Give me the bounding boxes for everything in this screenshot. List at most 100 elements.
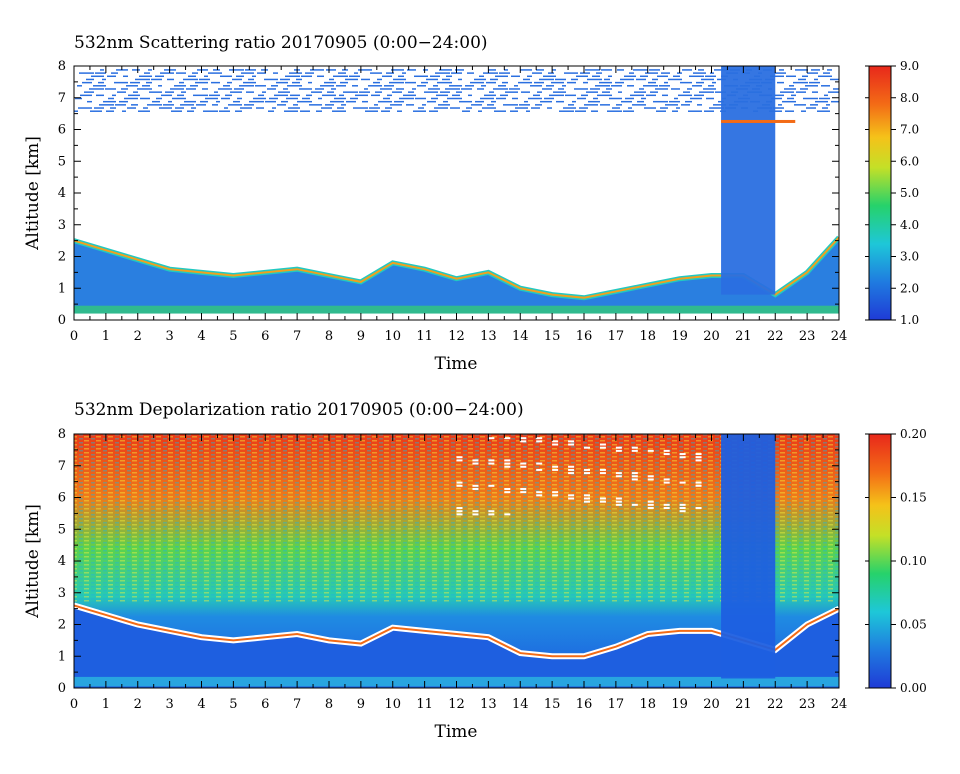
upper-echo bbox=[503, 104, 518, 106]
upper-echo bbox=[144, 72, 150, 74]
upper-echo bbox=[417, 85, 426, 87]
upper-echo bbox=[387, 94, 392, 97]
upper-echo bbox=[685, 100, 692, 103]
upper-echo bbox=[350, 97, 358, 100]
plot-area bbox=[74, 66, 839, 320]
upper-echo bbox=[257, 72, 266, 74]
upper-echo bbox=[281, 100, 288, 103]
upper-echo bbox=[756, 85, 762, 87]
upper-echo bbox=[629, 72, 634, 74]
upper-echo bbox=[232, 78, 242, 81]
upper-echo bbox=[534, 81, 544, 84]
x-tick-label: 11 bbox=[416, 329, 433, 344]
upper-echo bbox=[528, 97, 542, 100]
upper-echo bbox=[758, 72, 762, 74]
noise-patch bbox=[536, 462, 543, 465]
upper-echo bbox=[449, 85, 462, 87]
upper-echo bbox=[214, 91, 218, 93]
upper-echo bbox=[310, 69, 324, 71]
noise-patch bbox=[456, 456, 463, 459]
noise-patch bbox=[663, 478, 670, 481]
upper-echo bbox=[818, 75, 832, 78]
upper-echo bbox=[474, 78, 486, 81]
surface-layer bbox=[74, 305, 839, 314]
noise-patch bbox=[472, 510, 479, 513]
x-tick-label: 1 bbox=[102, 329, 110, 344]
x-tick-label: 9 bbox=[357, 329, 365, 344]
upper-echo bbox=[110, 107, 116, 109]
upper-echo bbox=[609, 97, 622, 100]
upper-echo bbox=[514, 85, 518, 87]
upper-echo bbox=[645, 72, 658, 74]
upper-echo bbox=[195, 81, 208, 84]
upper-echo bbox=[438, 104, 450, 106]
upper-echo bbox=[91, 75, 104, 78]
upper-echo bbox=[535, 104, 542, 106]
upper-echo bbox=[703, 88, 716, 90]
x-tick-label: 19 bbox=[671, 697, 688, 712]
upper-echo bbox=[620, 78, 634, 81]
upper-echo bbox=[786, 75, 796, 78]
upper-echo bbox=[676, 107, 680, 109]
upper-echo bbox=[122, 110, 126, 112]
aerosol-layer bbox=[74, 237, 839, 314]
upper-echo bbox=[132, 69, 140, 71]
upper-echo bbox=[321, 107, 332, 109]
upper-echo bbox=[467, 72, 474, 74]
upper-echo bbox=[267, 88, 276, 90]
noise-patch bbox=[568, 443, 575, 446]
upper-echo bbox=[794, 104, 806, 106]
upper-echo bbox=[606, 88, 612, 90]
upper-echo bbox=[595, 85, 610, 87]
upper-echo bbox=[784, 88, 796, 90]
upper-echo bbox=[624, 75, 636, 78]
upper-echo bbox=[806, 107, 816, 109]
noise-patch bbox=[599, 472, 606, 475]
upper-echo bbox=[224, 107, 228, 109]
upper-echo bbox=[546, 85, 554, 87]
upper-echo bbox=[674, 97, 678, 100]
upper-echo bbox=[371, 94, 380, 97]
upper-echo bbox=[180, 104, 194, 106]
upper-echo bbox=[137, 88, 152, 90]
upper-echo bbox=[526, 110, 530, 112]
x-tick-label: 6 bbox=[261, 329, 269, 344]
noise-patch bbox=[631, 503, 638, 506]
x-tick-label: 15 bbox=[544, 697, 561, 712]
upper-echo bbox=[262, 91, 266, 93]
upper-echo bbox=[219, 110, 230, 112]
upper-echo bbox=[745, 81, 760, 84]
upper-echo bbox=[542, 88, 552, 90]
upper-echo bbox=[138, 110, 150, 112]
x-tick-label: 14 bbox=[512, 697, 529, 712]
upper-echo bbox=[221, 97, 230, 100]
upper-echo bbox=[424, 91, 438, 93]
upper-echo bbox=[575, 110, 586, 112]
upper-echo bbox=[280, 78, 290, 81]
upper-echo bbox=[801, 110, 806, 112]
upper-echo bbox=[465, 85, 474, 87]
upper-echo bbox=[392, 91, 402, 93]
noise-patch bbox=[568, 468, 575, 471]
upper-echo bbox=[181, 91, 186, 93]
upper-echo bbox=[325, 104, 334, 106]
upper-echo bbox=[406, 104, 414, 106]
upper-echo bbox=[543, 75, 556, 78]
upper-echo bbox=[690, 97, 702, 100]
upper-echo bbox=[694, 94, 704, 97]
upper-echo bbox=[652, 78, 658, 81]
upper-echo bbox=[668, 78, 682, 81]
upper-echo bbox=[752, 88, 760, 90]
upper-echo bbox=[478, 110, 482, 112]
upper-echo bbox=[246, 91, 254, 93]
upper-echo bbox=[152, 100, 160, 103]
upper-echo bbox=[498, 85, 506, 87]
x-tick-label: 10 bbox=[384, 329, 401, 344]
upper-echo bbox=[823, 72, 830, 74]
cloud-base-edge bbox=[721, 119, 796, 123]
x-tick-label: 2 bbox=[134, 697, 142, 712]
upper-echo bbox=[426, 78, 438, 81]
upper-echo bbox=[489, 91, 494, 93]
upper-echo bbox=[98, 81, 104, 84]
upper-echo bbox=[143, 107, 148, 109]
